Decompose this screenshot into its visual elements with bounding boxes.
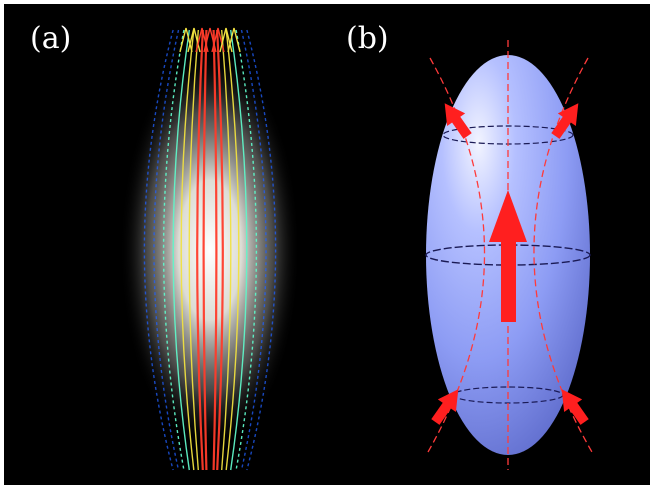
field-line [240,29,267,471]
field-line [216,29,224,471]
field-line [225,29,240,471]
field-line [212,29,218,471]
field-line [162,29,185,471]
field-line [172,29,190,471]
field-line [188,29,199,471]
field-line [153,29,180,471]
bottom-left-arrow [431,389,459,425]
field-line [143,29,174,471]
field-line [246,29,277,471]
field-line [180,29,195,471]
bottom-right-arrow [561,389,589,425]
central-arrow [489,190,527,322]
panel-a-field-lines [143,27,277,471]
panel-b-label: (b) [346,21,389,56]
field-line [230,29,248,471]
panel-a: (a) [30,21,300,471]
top-left-arrow [444,103,472,139]
panel-a-glow [120,50,300,450]
field-line [202,29,208,471]
panel-b: (b) [346,21,593,470]
flow-chevron [227,27,241,53]
field-line [235,29,258,471]
field-line [221,29,232,471]
panel-a-label: (a) [30,21,71,56]
field-line [196,29,204,471]
top-right-arrow [551,103,579,139]
